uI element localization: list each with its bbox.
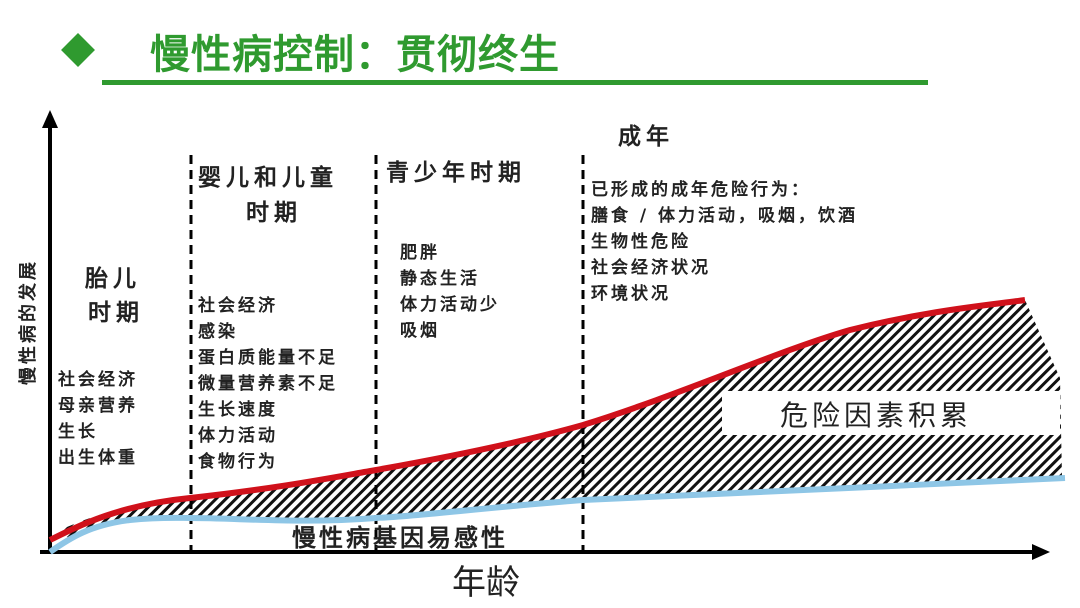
stage-title: 时期 (246, 200, 302, 226)
stage-factor: 蛋白质能量不足 (198, 347, 338, 368)
area-label: 危险因素积累 (780, 399, 972, 432)
baseline-label: 慢性病基因易感性 (292, 524, 508, 552)
stage-title: 胎儿 (85, 265, 141, 292)
stage-factor: 生长速度 (198, 399, 278, 420)
title-underline (102, 80, 928, 85)
y-axis-label: 慢性病的发展 (17, 259, 39, 385)
stage-factor: 环境状况 (591, 283, 671, 304)
risk-accumulation-area (60, 300, 1062, 540)
area-label-box (722, 391, 1060, 435)
stage-factor: 社会经济 (197, 295, 278, 316)
x-axis-arrow-icon (1032, 544, 1050, 560)
y-axis-arrow-icon (42, 110, 58, 128)
stage-factor: 母亲营养 (58, 395, 138, 416)
risk-curve (48, 297, 1026, 543)
stage-factor: 已形成的成年危险行为： (591, 179, 811, 200)
stage-factor: 食物行为 (198, 451, 278, 472)
stage-factor: 社会经济状况 (590, 257, 711, 278)
stage-factor: 社会经济 (57, 369, 138, 390)
stage-factor: 吸烟 (400, 320, 440, 341)
stage-title: 成年 (618, 123, 674, 150)
stage-title: 青少年时期 (386, 159, 526, 186)
stage-factor: 体力活动 (198, 425, 278, 446)
page-title: 慢性病控制：贯彻终生 (150, 32, 560, 78)
stage-factor: 微量营养素不足 (197, 373, 338, 394)
x-axis-label: 年龄 (452, 563, 520, 603)
stage-factor: 肥胖 (400, 242, 440, 263)
stage-factor: 生长 (58, 421, 98, 442)
stage-title: 时期 (88, 300, 144, 326)
genetic-susceptibility-curve (48, 475, 1066, 555)
stage-factor: 生物性危险 (591, 231, 691, 252)
stage-factor: 感染 (198, 321, 238, 342)
stage-title: 婴儿和儿童 (198, 164, 338, 191)
stage-factor: 膳食 / 体力活动，吸烟，饮酒 (591, 205, 858, 226)
stage-factor: 体力活动少 (400, 294, 500, 315)
stage-factor: 出生体重 (58, 447, 138, 468)
stage-factor: 静态生活 (400, 268, 480, 289)
